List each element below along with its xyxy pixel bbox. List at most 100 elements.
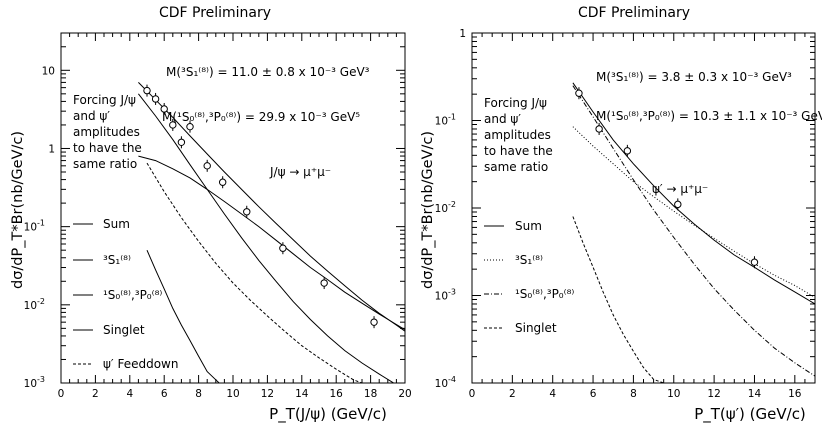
- left-annotation-process: J/ψ → μ⁺μ⁻: [269, 165, 331, 179]
- y-tick-label: 10-2: [435, 200, 456, 215]
- y-tick-label: 10-4: [435, 375, 456, 390]
- data-point: [169, 121, 177, 129]
- x-tick-label: 20: [398, 388, 411, 400]
- x-tick-label: 4: [549, 388, 556, 400]
- left-x-axis-label: P_T(J/ψ) (GeV/c): [269, 405, 387, 424]
- right-annotation-m1: M(³S₁⁽⁸⁾) = 3.8 ± 0.3 x 10⁻³ GeV³: [596, 70, 792, 84]
- x-tick-label: 12: [707, 388, 720, 400]
- x-tick-label: 10: [226, 388, 239, 400]
- series-line: [572, 126, 815, 298]
- right-title: CDF Preliminary: [578, 5, 690, 21]
- y-tick-exponent: -3: [37, 375, 45, 384]
- left-title: CDF Preliminary: [159, 5, 271, 21]
- left-note-line: Forcing J/ψ: [73, 93, 136, 107]
- data-point: [218, 178, 227, 186]
- series-line: [146, 249, 220, 383]
- x-tick-label: 16: [788, 388, 802, 400]
- data-point: [370, 318, 378, 326]
- data-point: [177, 138, 186, 146]
- legend-label-feeddown: ψ′ Feeddown: [103, 357, 178, 371]
- series-group: [572, 82, 815, 383]
- data-point: [674, 200, 682, 209]
- series-line: [138, 93, 395, 383]
- left-annotation-m1: M(³S₁⁽⁸⁾) = 11.0 ± 0.8 x 10⁻³ GeV³: [166, 65, 370, 79]
- data-point: [143, 86, 151, 95]
- data-point: [575, 89, 583, 97]
- data-point: [203, 162, 211, 170]
- legend-label-singlet: Singlet: [103, 323, 145, 337]
- x-tick-label: 2: [509, 388, 516, 400]
- left-note-line: amplitudes: [73, 125, 140, 139]
- data-points: [575, 87, 759, 269]
- y-tick-label: 1: [459, 28, 466, 40]
- y-tick-label: 10-3: [24, 375, 45, 390]
- left-annotation-m2: M(¹S₀⁽⁸⁾,³P₀⁽⁸⁾) = 29.9 x 10⁻³ GeV⁵: [162, 110, 360, 124]
- x-tick-label: 6: [161, 388, 168, 400]
- y-tick-label: 10: [42, 65, 55, 77]
- data-points: [143, 84, 378, 329]
- x-tick-label: 18: [364, 388, 377, 400]
- data-point: [623, 147, 632, 155]
- right-y-axis-label: dσ/dP_T*Br(nb/GeV/c): [420, 131, 436, 289]
- y-tick-label: 10-2: [24, 297, 45, 312]
- y-tick-label: 10-3: [435, 288, 456, 303]
- right-annotation-process: ψ′ → μ⁺μ⁻: [652, 182, 708, 196]
- plot-right: 0 2 4 6 8 10 12 14 16 10-4 10-3 10-2 10-1 1: [435, 28, 816, 400]
- chart-right: CDF Preliminary dσ/dP_T*Br(nb/GeV/c) P_T…: [420, 5, 822, 424]
- y-tick-exponent: -1: [448, 113, 456, 122]
- y-tick-exponent: -4: [448, 375, 456, 384]
- series-line: [572, 85, 815, 377]
- right-note-line: to have the: [484, 144, 553, 158]
- x-tick-label: 14: [295, 388, 309, 400]
- x-tick-label: 14: [748, 388, 762, 400]
- x-tick-label: 12: [261, 388, 274, 400]
- right-note-line: amplitudes: [484, 128, 551, 142]
- left-note-line: same ratio: [73, 157, 137, 171]
- series-line: [138, 82, 405, 332]
- right-annotation-m2: M(¹S₀⁽⁸⁾,³P₀⁽⁸⁾) = 10.3 ± 1.1 x 10⁻³ GeV…: [596, 109, 822, 123]
- legend-label-3s1: ³S₁⁽⁸⁾: [103, 253, 131, 267]
- x-tick-label: 6: [590, 388, 597, 400]
- right-note-line: and ψ′: [484, 112, 521, 126]
- data-point: [595, 125, 603, 133]
- y-tick-exponent: -3: [448, 288, 456, 297]
- series-line: [572, 216, 664, 383]
- legend-label-1s0-3p0: ¹S₀⁽⁸⁾,³P₀⁽⁸⁾: [515, 287, 574, 301]
- right-note-line: same ratio: [484, 160, 548, 174]
- left-note-line: and ψ′: [73, 109, 110, 123]
- legend-label-sum: Sum: [515, 219, 542, 233]
- y-tick-exponent: -2: [448, 200, 456, 209]
- data-point: [279, 244, 287, 252]
- right-x-axis-label: P_T(ψ′) (GeV/c): [694, 405, 806, 424]
- series-group: [138, 82, 405, 383]
- legend-label-1s0-3p0: ¹S₀⁽⁸⁾,³P₀⁽⁸⁾: [103, 288, 162, 302]
- x-tick-label: 0: [58, 388, 65, 400]
- x-tick-label: 2: [92, 388, 99, 400]
- data-point: [320, 279, 328, 287]
- data-point: [186, 122, 194, 131]
- data-point: [243, 208, 251, 216]
- legend-label-3s1: ³S₁⁽⁸⁾: [515, 253, 543, 267]
- legend-label-singlet: Singlet: [515, 321, 557, 335]
- series-line: [572, 82, 815, 305]
- y-tick-label: 1: [48, 143, 55, 155]
- data-point: [750, 258, 759, 266]
- y-tick-label: 10-1: [435, 113, 456, 128]
- x-tick-label: 8: [630, 388, 637, 400]
- left-note-line: to have the: [73, 141, 142, 155]
- x-tick-label: 16: [330, 388, 344, 400]
- x-tick-label: 10: [667, 388, 680, 400]
- y-tick-exponent: -2: [37, 297, 45, 306]
- x-tick-label: 8: [195, 388, 202, 400]
- right-note-line: Forcing J/ψ: [484, 96, 547, 110]
- chart-left: CDF Preliminary dσ/dP_T*Br(nb/GeV/c) P_T…: [10, 5, 387, 424]
- y-tick-label: 10-1: [24, 219, 45, 234]
- x-tick-label: 0: [469, 388, 476, 400]
- left-y-axis-label: dσ/dP_T*Br(nb/GeV/c): [10, 131, 26, 289]
- data-point: [151, 95, 160, 103]
- plot-left: 0 2 4 6 8 10 12 14 16 18 20 10-3 10-2 10-1 1 10: [24, 32, 412, 400]
- legend-label-sum: Sum: [103, 217, 130, 231]
- series-line: [138, 155, 405, 331]
- x-tick-label: 4: [126, 388, 133, 400]
